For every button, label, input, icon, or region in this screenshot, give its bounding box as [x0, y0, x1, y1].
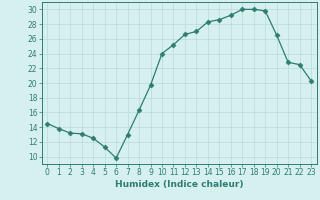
X-axis label: Humidex (Indice chaleur): Humidex (Indice chaleur)	[115, 180, 244, 189]
